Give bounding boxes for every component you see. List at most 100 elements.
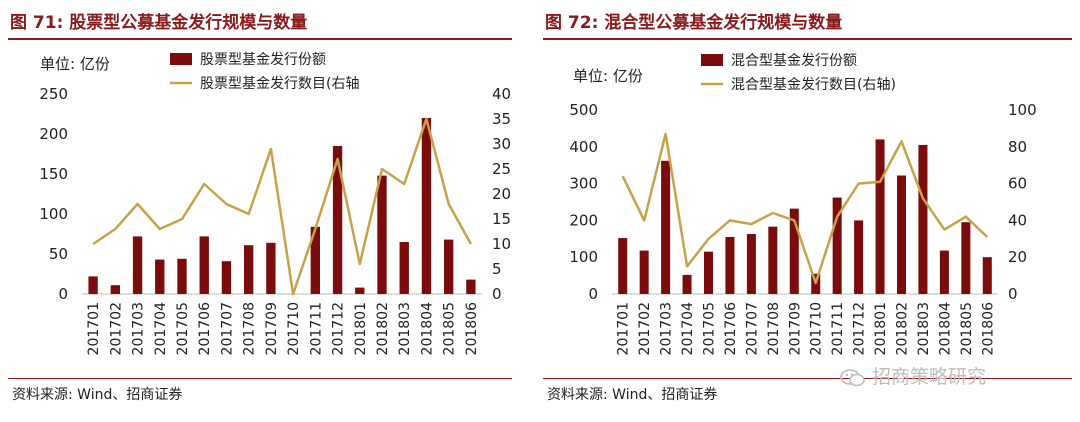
- right-bar: [639, 250, 649, 294]
- right-left-tick-label: 100: [569, 248, 598, 266]
- right-figure-panel: 图 72: 混合型公募基金发行规模与数量 单位: 亿份 混合型基金发行份额 混合型基…: [535, 0, 1080, 422]
- left-bottom-rule: [8, 378, 512, 379]
- right-left-tick-label: 300: [569, 175, 598, 193]
- right-x-tick-label: 201706: [723, 302, 739, 356]
- left-bar: [221, 261, 232, 294]
- left-x-tick-label: 201806: [464, 302, 480, 356]
- right-bar: [939, 250, 949, 294]
- left-bar: [199, 236, 209, 294]
- left-legend-bar-label: 股票型基金发行份额: [200, 51, 326, 68]
- right-bar: [618, 238, 628, 294]
- left-bar: [177, 258, 187, 294]
- left-x-tick-label: 201707: [219, 302, 235, 355]
- right-bar: [789, 208, 799, 294]
- right-legend-line-label: 混合型基金发行数目(右轴): [731, 76, 896, 93]
- right-x-tick-label: 201703: [659, 302, 675, 355]
- right-bar: [682, 274, 692, 294]
- right-legend-bar-swatch: [701, 54, 723, 66]
- right-right-tick-label: 20: [1008, 248, 1027, 266]
- right-bar: [746, 234, 756, 294]
- right-x-tick-label: 201707: [744, 302, 760, 355]
- left-right-tick-label: 0: [492, 285, 502, 303]
- left-x-tick-label: 201710: [286, 302, 302, 355]
- right-right-tick-label: 40: [1008, 211, 1027, 229]
- right-bar: [661, 160, 671, 294]
- left-left-tick-label: 200: [39, 125, 68, 143]
- watermark: 招商策略研究: [840, 362, 986, 389]
- left-x-tick-label: 201709: [264, 302, 280, 355]
- watermark-text: 招商策略研究: [872, 366, 987, 388]
- right-bar: [703, 251, 714, 294]
- right-bar: [725, 236, 735, 294]
- right-title-rule: [543, 38, 1072, 40]
- left-right-tick-label: 20: [492, 185, 511, 203]
- left-right-tick-label: 10: [492, 235, 511, 253]
- right-right-tick-label: 100: [1008, 101, 1037, 119]
- right-bar: [982, 257, 992, 294]
- right-x-tick-label: 201710: [809, 302, 825, 355]
- left-x-tick-label: 201803: [397, 302, 413, 355]
- left-bar: [332, 146, 343, 294]
- left-count-line: [92, 117, 472, 296]
- right-x-tick-label: 201803: [916, 302, 932, 355]
- right-x-tick-label: 201705: [702, 302, 718, 355]
- left-x-tick-label: 201702: [108, 302, 124, 355]
- left-bar: [266, 242, 276, 294]
- left-left-tick-label: 0: [58, 285, 68, 303]
- left-bar: [155, 259, 165, 294]
- left-right-tick-label: 35: [492, 110, 511, 128]
- right-x-tick-label: 201704: [680, 302, 696, 356]
- left-x-tick-label: 201705: [175, 302, 191, 355]
- left-x-tick-label: 201805: [442, 302, 458, 355]
- left-left-tick-label: 50: [49, 245, 68, 263]
- left-right-tick-label: 40: [492, 85, 511, 103]
- right-bar: [875, 139, 885, 294]
- left-left-tick-label: 100: [39, 205, 68, 223]
- left-x-tick-label: 201801: [353, 302, 369, 355]
- right-x-tick-label: 201801: [873, 302, 889, 355]
- right-left-tick-label: 0: [588, 285, 598, 303]
- left-bar: [355, 287, 365, 294]
- left-figure-title: 图 71: 股票型公募基金发行规模与数量: [10, 13, 308, 33]
- left-x-tick-label: 201704: [153, 302, 169, 356]
- left-bar: [399, 242, 409, 294]
- right-x-tick-label: 201708: [766, 302, 782, 355]
- right-unit-label: 单位: 亿份: [573, 67, 643, 85]
- left-bar: [466, 279, 476, 294]
- left-x-tick-label: 201708: [242, 302, 258, 355]
- right-bottom-rule: [543, 378, 1072, 379]
- left-x-tick-label: 201802: [375, 302, 391, 355]
- right-right-tick-label: 0: [1008, 285, 1018, 303]
- left-x-tick-label: 201706: [197, 302, 213, 356]
- left-legend-line-label: 股票型基金发行数目(右轴: [200, 75, 359, 92]
- left-x-tick-label: 201703: [131, 302, 147, 355]
- left-left-tick-label: 150: [39, 165, 68, 183]
- left-right-tick-label: 15: [492, 210, 511, 228]
- left-source-note: 资料来源: Wind、招商证券: [12, 387, 183, 403]
- right-legend-bar-label: 混合型基金发行份额: [731, 52, 857, 69]
- left-bar: [110, 285, 120, 294]
- left-bar: [132, 236, 143, 294]
- left-bar: [421, 118, 432, 294]
- right-bar: [918, 144, 928, 294]
- left-x-tick-label: 201712: [331, 302, 347, 355]
- right-bar: [768, 226, 778, 294]
- left-left-tick-label: 250: [39, 85, 68, 103]
- left-title-rule: [8, 38, 512, 40]
- left-legend-bar-swatch: [170, 53, 192, 65]
- right-x-tick-label: 201806: [980, 302, 996, 356]
- left-chart: 单位: 亿份 股票型基金发行份额股票型基金发行数目(右轴0501001502002…: [39, 51, 511, 356]
- left-bar: [88, 276, 98, 294]
- right-x-tick-label: 201711: [830, 302, 846, 355]
- left-bar: [377, 175, 387, 294]
- left-x-tick-label: 201701: [86, 302, 102, 355]
- right-count-line: [621, 132, 989, 285]
- left-right-tick-label: 30: [492, 135, 511, 153]
- right-left-tick-label: 500: [569, 101, 598, 119]
- right-bar: [832, 197, 842, 294]
- right-chart: 单位: 亿份混合型基金发行份额混合型基金发行数目(右轴)010020030040…: [569, 52, 1037, 356]
- right-x-tick-label: 201709: [787, 302, 803, 355]
- right-right-tick-label: 80: [1008, 138, 1027, 156]
- right-x-tick-label: 201802: [895, 302, 911, 355]
- left-right-tick-label: 5: [492, 260, 502, 278]
